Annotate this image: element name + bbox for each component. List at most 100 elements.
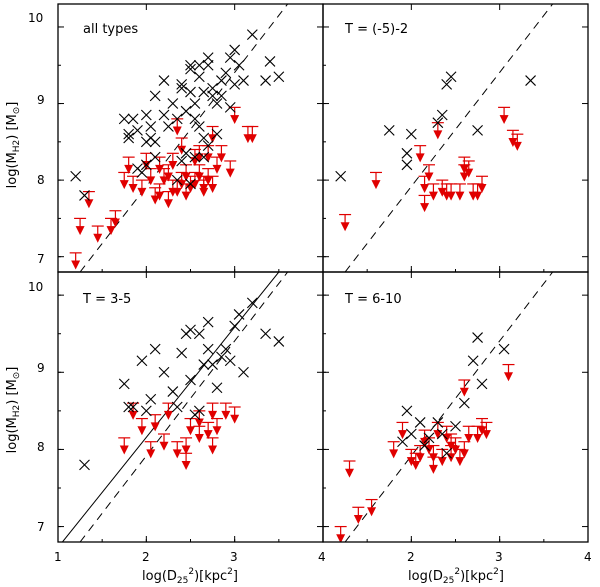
detection-stroke [132, 124, 143, 136]
upper-limit-arrow [427, 183, 440, 201]
detection-stroke [140, 405, 152, 417]
panel-type-3-5: T = 3-5 [57, 271, 324, 543]
detection-marker [216, 351, 227, 363]
upper-limit-arrow [193, 425, 206, 443]
detection-marker [140, 109, 152, 121]
upper-limit-arrow [418, 194, 431, 213]
detection-stroke [167, 98, 179, 109]
upper-limit-arrow [193, 410, 206, 428]
detection-marker [149, 343, 161, 355]
upper-limit-head [336, 534, 346, 542]
upper-limit-head [459, 449, 469, 459]
upper-limit-head [75, 226, 85, 236]
detection-marker [224, 52, 236, 63]
detection-stroke [472, 124, 483, 136]
detection-marker [335, 170, 347, 182]
detection-marker [193, 405, 205, 417]
detection-stroke [211, 128, 223, 140]
upper-limit-head [208, 445, 218, 455]
detection-stroke [180, 105, 192, 117]
detection-stroke [229, 320, 241, 332]
upper-limit-arrow [149, 414, 162, 432]
detection-stroke [123, 401, 135, 413]
detection-marker [140, 405, 152, 417]
upper-limit-head [146, 176, 156, 186]
detection-marker [202, 59, 214, 71]
y-tick-label: 10 [28, 11, 43, 25]
detection-stroke [149, 90, 161, 102]
upper-limit-head [473, 433, 483, 443]
detection-marker [216, 90, 227, 102]
detection-marker [445, 71, 457, 83]
upper-limit-head [428, 191, 438, 201]
upper-limit-head [420, 183, 430, 193]
detection-marker [211, 98, 223, 109]
detection-marker [198, 132, 210, 144]
upper-limit-arrow [202, 145, 215, 163]
upper-limit-arrow [105, 217, 117, 236]
detection-stroke [193, 405, 205, 417]
panel-label: all types [83, 22, 138, 37]
y-tick-label: 7 [37, 252, 45, 266]
upper-limit-head [420, 203, 430, 213]
detection-stroke [273, 336, 285, 347]
panel-label: T = 6-10 [344, 292, 402, 307]
detection-marker [145, 393, 157, 405]
upper-limit-arrow [458, 379, 471, 397]
detection-marker [163, 121, 174, 132]
detection-marker [202, 140, 214, 152]
upper-limit-head [437, 457, 447, 467]
detection-stroke [405, 428, 417, 440]
detection-marker [432, 117, 444, 129]
detection-marker [185, 324, 196, 336]
upper-limit-head [411, 460, 421, 470]
detection-marker [441, 79, 453, 90]
upper-limit-arrow [423, 164, 435, 182]
upper-limit-arrow [339, 213, 352, 232]
upper-limit-head [464, 433, 474, 443]
upper-limit-arrow [202, 168, 215, 186]
detection-stroke [238, 75, 249, 86]
detection-marker [401, 405, 413, 417]
upper-limit-head [345, 468, 354, 478]
upper-limit-head [208, 183, 218, 193]
detection-marker [193, 59, 205, 71]
upper-limit-arrow [184, 417, 197, 436]
upper-limit-head [124, 164, 134, 174]
dashed-reference-line [344, 272, 554, 542]
detection-marker [193, 328, 205, 340]
detection-stroke [260, 328, 271, 340]
detection-stroke [229, 79, 241, 90]
y-tick-label: 9 [37, 361, 45, 375]
x-tick-label: 3 [495, 550, 503, 564]
detection-stroke [185, 324, 196, 336]
detection-marker [171, 174, 183, 186]
detection-stroke [246, 297, 258, 309]
detection-marker [180, 105, 192, 117]
detection-stroke [123, 132, 135, 144]
detection-stroke [189, 113, 201, 125]
detection-marker [167, 386, 179, 397]
detection-stroke [118, 113, 130, 125]
detection-marker [123, 128, 135, 140]
detection-stroke [458, 397, 470, 409]
detection-marker [441, 447, 453, 459]
detection-stroke [202, 52, 214, 63]
upper-limit-arrow [396, 421, 409, 440]
upper-limit-arrow [498, 106, 511, 125]
upper-limit-arrow [180, 437, 193, 455]
upper-limit-head [504, 372, 513, 382]
upper-limit-head [137, 187, 147, 197]
detection-stroke [401, 405, 413, 417]
detection-stroke [450, 420, 461, 432]
detection-marker [132, 124, 143, 136]
upper-limit-head [199, 183, 209, 193]
upper-limit-head [499, 115, 509, 125]
upper-limit-head [203, 430, 213, 440]
detection-marker [458, 397, 470, 409]
detection-marker [136, 355, 148, 367]
detection-stroke [158, 75, 170, 86]
detection-marker [224, 355, 236, 367]
upper-limit-head [367, 507, 377, 517]
